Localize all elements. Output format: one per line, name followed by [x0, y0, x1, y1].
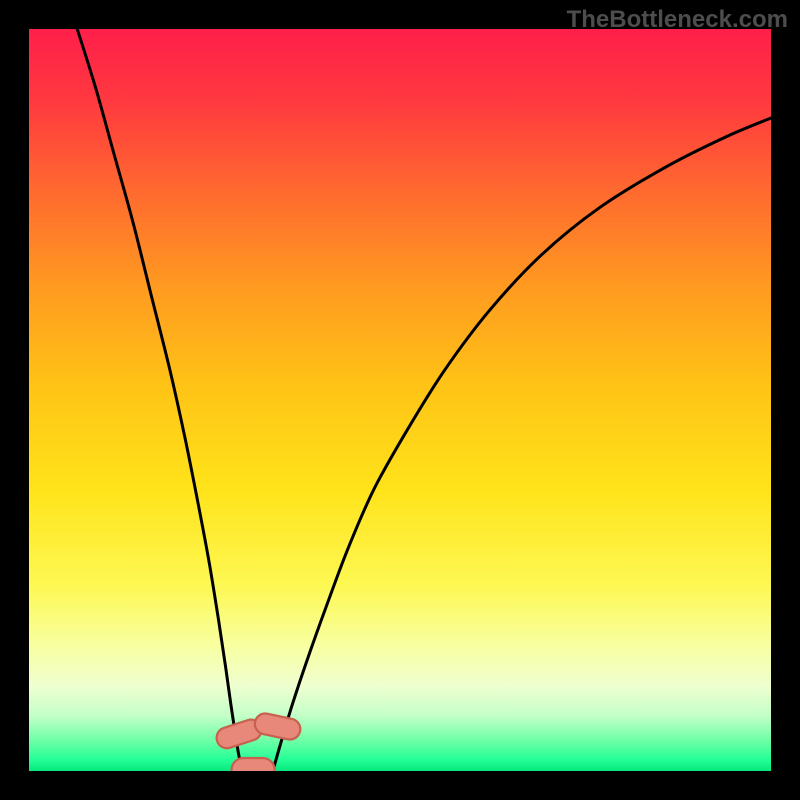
plot-area: [29, 29, 771, 771]
chart-svg: [29, 29, 771, 771]
watermark-text: TheBottleneck.com: [567, 6, 788, 34]
gradient-background: [29, 29, 771, 771]
chart-frame: TheBottleneck.com: [0, 0, 800, 800]
marker-pill-2: [232, 758, 275, 771]
